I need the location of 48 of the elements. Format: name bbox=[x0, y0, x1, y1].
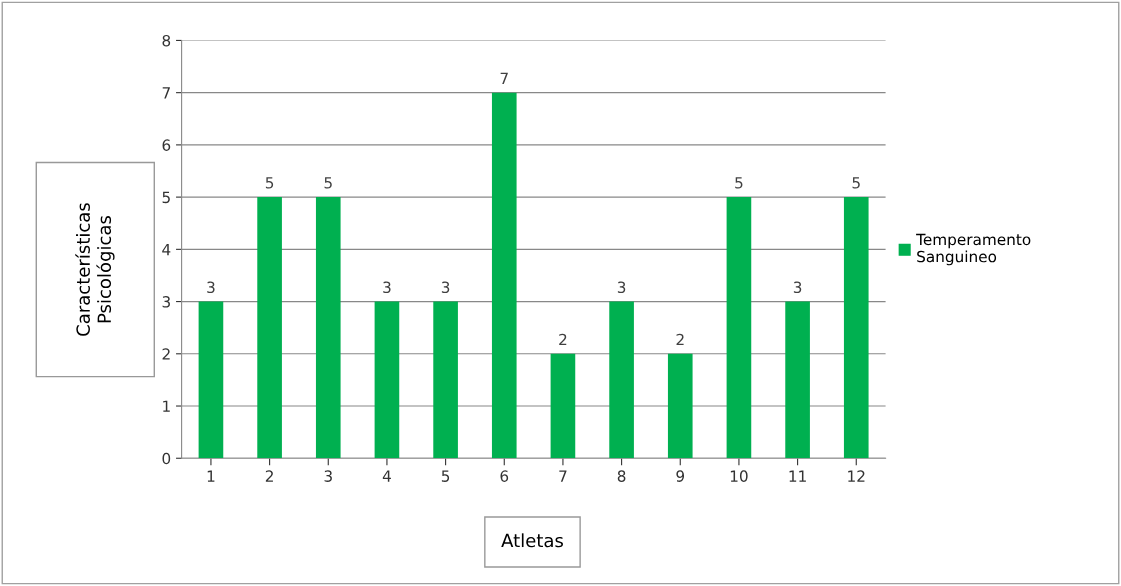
data-label: 7 bbox=[500, 72, 508, 84]
data-label: 3 bbox=[793, 281, 802, 294]
bar bbox=[433, 301, 458, 459]
bar bbox=[491, 92, 517, 459]
x-tick-label: 3 bbox=[324, 470, 332, 482]
y-tick-label: 0 bbox=[162, 452, 171, 465]
x-tick-label: 9 bbox=[676, 470, 685, 482]
x-tick-label: 6 bbox=[500, 470, 509, 482]
data-label: 5 bbox=[735, 177, 743, 189]
data-label: 3 bbox=[207, 281, 215, 294]
x-tick-label: 5 bbox=[441, 470, 450, 482]
bar bbox=[257, 197, 282, 459]
bar bbox=[609, 301, 634, 459]
x-tick-label: 10 bbox=[730, 470, 748, 482]
y-tick-label: 2 bbox=[162, 348, 170, 360]
y-tick-label: 6 bbox=[162, 139, 171, 151]
y-tick-label: 5 bbox=[162, 191, 170, 204]
x-tick-label: 4 bbox=[382, 470, 391, 482]
bar bbox=[550, 353, 576, 459]
x-tick-label: 12 bbox=[848, 470, 865, 482]
bar bbox=[667, 353, 693, 459]
data-label: 3 bbox=[441, 281, 450, 294]
x-tick-label: 1 bbox=[207, 470, 215, 482]
bar bbox=[198, 301, 224, 459]
data-label: 3 bbox=[383, 281, 391, 294]
x-tick-label: 2 bbox=[265, 470, 273, 482]
y-tick-label: 8 bbox=[162, 34, 171, 47]
y-axis-title: Características Psicológicas bbox=[75, 203, 115, 336]
x-tick-label: 8 bbox=[617, 470, 626, 482]
data-label: 3 bbox=[617, 281, 626, 294]
bar bbox=[726, 197, 752, 459]
y-tick-label: 3 bbox=[162, 296, 170, 308]
data-label: 2 bbox=[559, 333, 567, 346]
x-tick-label: 7 bbox=[559, 470, 567, 482]
x-axis-title: Atletas bbox=[501, 533, 563, 548]
data-label: 5 bbox=[265, 177, 274, 189]
bar bbox=[785, 301, 810, 459]
bar bbox=[843, 197, 869, 459]
legend-label: Temperamento Sanguineo bbox=[916, 233, 1031, 266]
y-tick-label: 4 bbox=[162, 244, 171, 256]
data-label: 5 bbox=[324, 177, 332, 189]
data-label: 2 bbox=[676, 333, 684, 346]
bar bbox=[374, 301, 400, 459]
bar bbox=[315, 197, 341, 459]
y-tick-label: 7 bbox=[162, 87, 170, 99]
x-tick-label: 11 bbox=[789, 470, 806, 482]
y-tick-label: 1 bbox=[163, 400, 170, 412]
data-label: 5 bbox=[852, 177, 860, 189]
